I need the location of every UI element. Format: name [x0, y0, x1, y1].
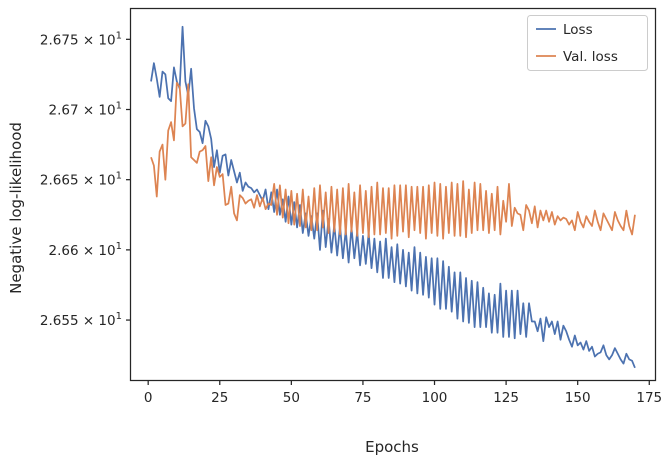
series-layer	[150, 25, 636, 369]
legend-label-loss: Loss	[563, 22, 593, 38]
legend-box	[527, 15, 648, 71]
x-tick-label: 25	[211, 390, 228, 406]
series-line-val-loss	[150, 81, 636, 240]
series-line-loss	[150, 25, 636, 369]
y-tick-label: 2.675 × 101	[40, 30, 122, 48]
x-axis: 0 25 50 75 100 125 150 175	[144, 380, 662, 406]
y-tick-label: 2.66 × 101	[48, 241, 122, 259]
plot-frame	[129, 7, 657, 382]
x-axis-label: Epochs	[365, 438, 419, 456]
x-tick-label: 50	[283, 390, 300, 406]
x-tick-label: 75	[354, 390, 371, 406]
y-tick-label: 2.67 × 101	[48, 101, 122, 119]
x-tick-label: 100	[422, 390, 448, 406]
x-tick-label: 0	[144, 390, 153, 406]
legend-label-val-loss: Val. loss	[563, 49, 618, 65]
y-tick-label: 2.655 × 101	[40, 311, 122, 329]
y-axis: 2.655 × 101 2.66 × 101 2.665 × 101 2.67 × 1…	[40, 30, 131, 329]
x-tick-label: 125	[493, 390, 519, 406]
x-tick-label: 150	[565, 390, 591, 406]
legend: Loss Val. loss	[527, 15, 648, 71]
x-tick-label: 175	[636, 390, 662, 406]
y-tick-label: 2.665 × 101	[40, 171, 122, 189]
y-axis-label: Negative log-likelihood	[7, 122, 25, 294]
